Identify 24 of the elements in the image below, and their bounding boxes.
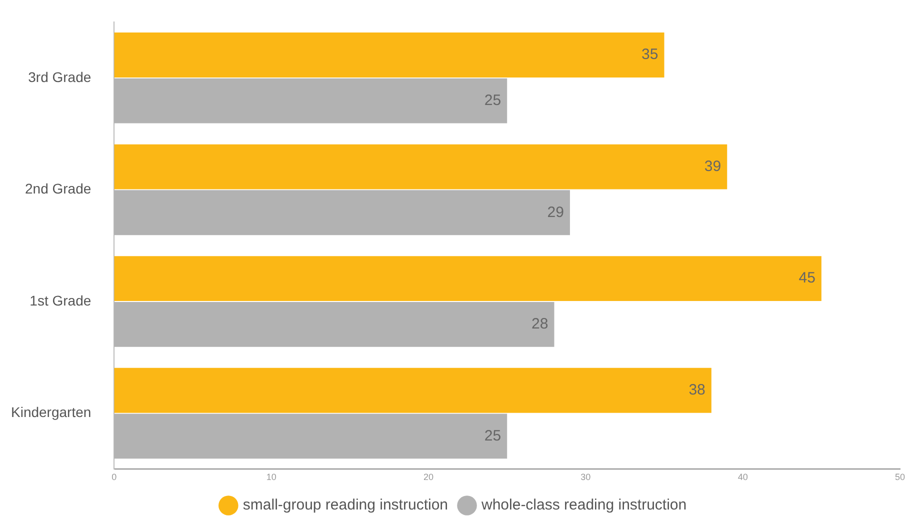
- data-label: 39: [704, 158, 722, 175]
- bar: [114, 32, 664, 78]
- data-label: 29: [547, 204, 564, 221]
- x-tick-label: 50: [894, 472, 906, 482]
- data-label: 45: [798, 270, 816, 287]
- data-label: 38: [688, 382, 706, 399]
- y-tick-label: 2nd Grade: [24, 180, 92, 197]
- x-tick-label: 10: [266, 472, 276, 482]
- legend-label: whole-class reading instruction: [480, 496, 687, 514]
- y-tick-label: Kindergarten: [10, 404, 92, 420]
- x-tick-label: 30: [580, 472, 591, 482]
- bar: [114, 368, 712, 413]
- legend-label: small-group reading instruction: [242, 496, 448, 514]
- data-label: 25: [484, 92, 502, 109]
- x-tick-label: 20: [423, 472, 434, 482]
- x-tick-label: 0: [112, 472, 117, 482]
- data-label: 25: [484, 427, 502, 444]
- data-label: 28: [532, 316, 548, 333]
- bar: [114, 144, 728, 190]
- x-tick-label: 40: [738, 472, 748, 482]
- y-tick-label: 3rd Grade: [28, 68, 92, 85]
- y-tick-label: 1st Grade: [30, 292, 92, 308]
- bar: [114, 256, 822, 302]
- data-label: 35: [642, 46, 658, 64]
